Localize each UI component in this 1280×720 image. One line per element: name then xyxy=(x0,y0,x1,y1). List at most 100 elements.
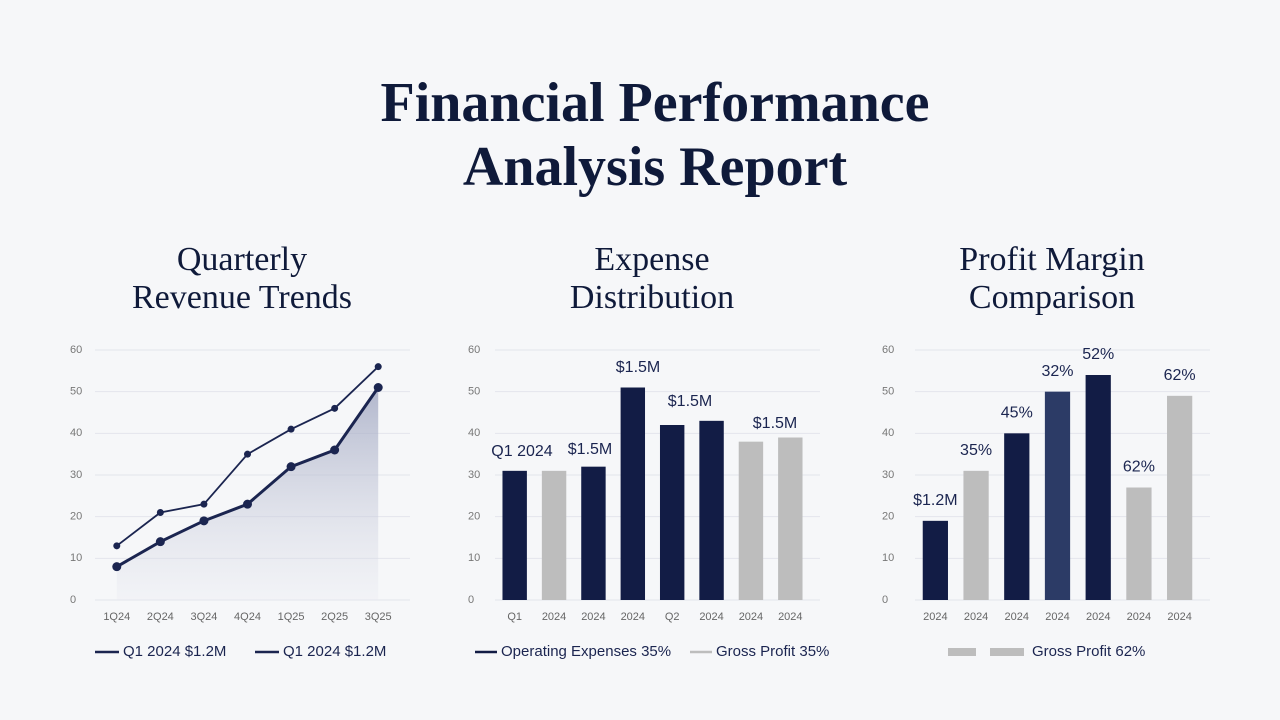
x-tick-label: 3Q25 xyxy=(365,611,392,623)
y-tick-label: 20 xyxy=(70,511,82,523)
bar xyxy=(922,520,948,600)
point xyxy=(243,499,252,509)
legend-label: Q1 2024 $1.2M xyxy=(283,643,386,660)
bar xyxy=(1167,395,1193,600)
data-label: 62% xyxy=(1164,367,1196,384)
point xyxy=(200,500,208,508)
y-tick-label: 10 xyxy=(882,552,894,564)
y-tick-label: 10 xyxy=(468,552,480,564)
y-tick-label: 20 xyxy=(882,511,894,523)
y-tick-label: 0 xyxy=(70,594,76,606)
data-label: Q1 2024 xyxy=(491,443,552,460)
y-tick-label: 50 xyxy=(882,386,894,398)
y-tick-label: 0 xyxy=(468,594,474,606)
y-tick-label: 60 xyxy=(70,344,82,356)
chart-title: Expense xyxy=(594,241,709,278)
point xyxy=(373,383,383,392)
x-tick-label: 2024 xyxy=(581,611,605,623)
bar xyxy=(541,470,567,600)
point xyxy=(156,509,164,516)
x-tick-label: 2024 xyxy=(542,611,566,623)
chart-title: Profit Margin xyxy=(959,241,1144,278)
y-tick-label: 30 xyxy=(70,469,82,481)
legend-swatch xyxy=(990,648,1024,656)
y-tick-label: 30 xyxy=(468,469,480,481)
main-title: Financial Performance xyxy=(381,72,930,134)
x-tick-label: 2024 xyxy=(739,611,763,623)
point xyxy=(113,542,121,550)
y-tick-label: 60 xyxy=(882,344,894,356)
x-tick-label: 2024 xyxy=(621,611,645,623)
y-tick-label: 50 xyxy=(468,386,480,398)
legend-label: Gross Profit 35% xyxy=(716,643,829,660)
x-tick-label: 2024 xyxy=(1005,611,1029,623)
bar xyxy=(581,466,606,600)
x-tick-label: 2Q25 xyxy=(321,611,348,623)
chart-title: Quarterly xyxy=(177,241,307,278)
point xyxy=(155,537,165,547)
bar xyxy=(778,437,803,600)
point xyxy=(199,516,209,526)
data-label: 52% xyxy=(1082,346,1114,363)
x-tick-label: 1Q25 xyxy=(278,611,305,623)
x-tick-label: 2024 xyxy=(778,611,802,623)
legend-label: Q1 2024 $1.2M xyxy=(123,643,226,660)
data-label: 32% xyxy=(1041,363,1073,380)
data-label: $1.2M xyxy=(913,492,957,509)
x-tick-label: 2024 xyxy=(699,611,723,623)
bar xyxy=(1085,375,1111,600)
y-tick-label: 40 xyxy=(468,427,480,439)
chart-title: Distribution xyxy=(570,279,734,316)
x-tick-label: Q1 xyxy=(507,611,522,623)
x-tick-label: 2024 xyxy=(964,611,988,623)
point xyxy=(112,562,122,572)
bar xyxy=(502,470,527,600)
data-label: 62% xyxy=(1123,459,1155,476)
y-tick-label: 30 xyxy=(882,469,894,481)
y-tick-label: 10 xyxy=(70,552,82,564)
data-label: $1.5M xyxy=(753,415,797,432)
area xyxy=(116,387,379,600)
y-tick-label: 40 xyxy=(70,427,82,439)
bar xyxy=(1126,487,1152,600)
x-tick-label: 4Q24 xyxy=(234,611,261,623)
x-tick-label: 2024 xyxy=(1045,611,1069,623)
bar xyxy=(699,420,724,600)
data-label: $1.5M xyxy=(568,441,612,458)
x-tick-label: 1Q24 xyxy=(103,611,130,623)
point xyxy=(331,404,339,412)
point xyxy=(287,425,295,433)
y-tick-label: 60 xyxy=(468,344,480,356)
y-tick-label: 20 xyxy=(468,511,480,523)
point xyxy=(374,363,382,371)
bar xyxy=(738,441,764,600)
bar xyxy=(620,387,646,600)
point xyxy=(330,445,340,455)
main-title: Analysis Report xyxy=(463,136,848,198)
legend-label: Gross Profit 62% xyxy=(1032,643,1145,660)
bar xyxy=(963,470,989,600)
y-tick-label: 50 xyxy=(70,386,82,398)
x-tick-label: 3Q24 xyxy=(190,611,217,623)
x-tick-label: 2024 xyxy=(923,611,947,623)
x-tick-label: 2024 xyxy=(1127,611,1151,623)
bar xyxy=(659,425,685,600)
bar xyxy=(1004,433,1030,600)
x-tick-label: 2Q24 xyxy=(147,611,174,623)
legend-label: Operating Expenses 35% xyxy=(501,643,671,660)
x-tick-label: 2024 xyxy=(1086,611,1110,623)
bar xyxy=(1044,391,1071,600)
data-label: 45% xyxy=(1001,405,1033,422)
y-tick-label: 40 xyxy=(882,427,894,439)
x-tick-label: 2024 xyxy=(1167,611,1191,623)
chart-title: Comparison xyxy=(969,279,1135,316)
x-tick-label: Q2 xyxy=(665,611,680,623)
y-tick-label: 0 xyxy=(882,594,888,606)
legend-swatch xyxy=(948,648,976,656)
point xyxy=(244,450,251,458)
chart-title: Revenue Trends xyxy=(132,279,352,316)
data-label: $1.5M xyxy=(616,359,660,376)
data-label: $1.5M xyxy=(668,393,712,410)
point xyxy=(286,462,296,472)
